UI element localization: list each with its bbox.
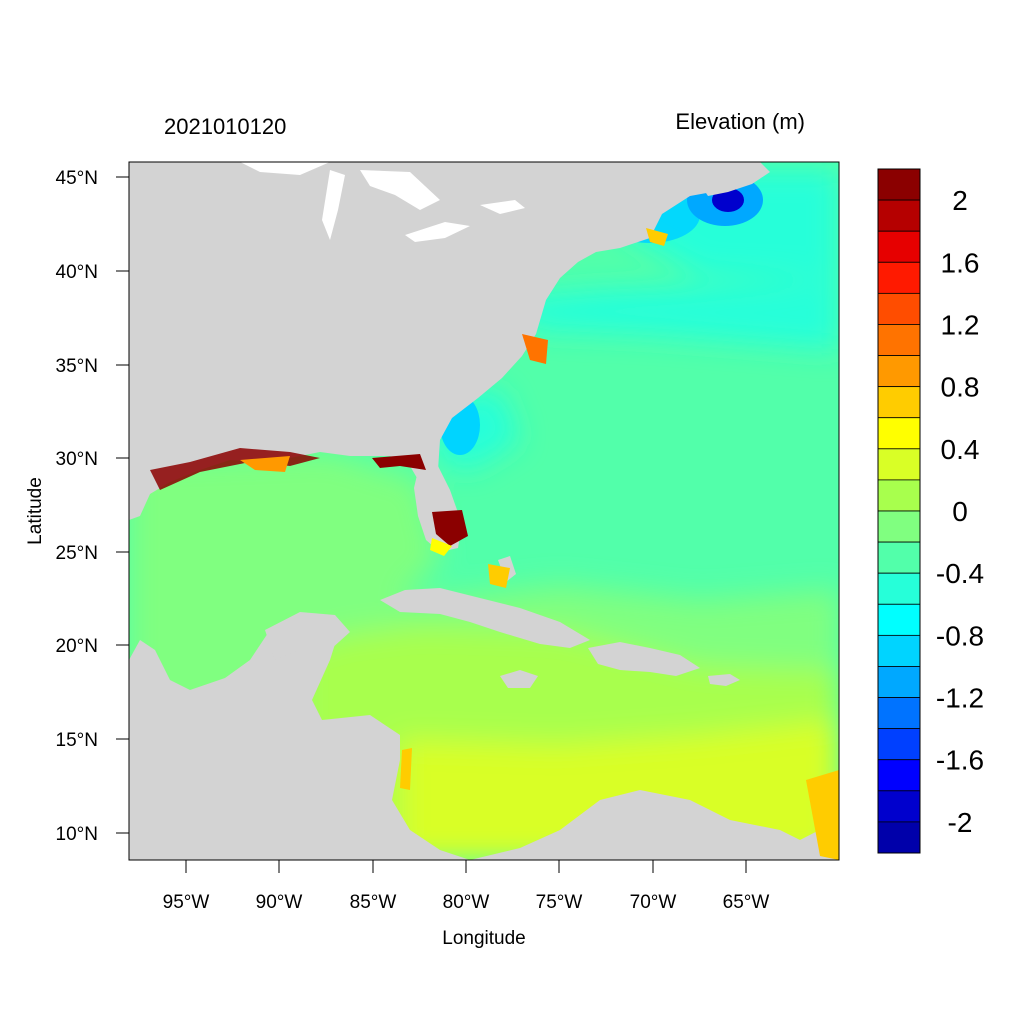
land-hispaniola	[588, 642, 700, 676]
low-water-core	[712, 188, 744, 212]
land-puerto-rico	[708, 674, 740, 686]
colorbar-outline	[877, 168, 921, 854]
lat-tick-label: 10°N	[56, 824, 98, 845]
lon-tick-label: 75°W	[536, 892, 583, 913]
colorbar-swatch	[877, 230, 921, 263]
lon-tick-label: 90°W	[256, 892, 303, 913]
colorbar-label: -0.8	[936, 620, 984, 651]
lake-michigan	[322, 170, 345, 240]
surge-cape-cod	[646, 228, 668, 246]
surge-big-bend	[372, 454, 426, 470]
colorbar-swatch	[877, 168, 921, 201]
land-central-america	[129, 618, 470, 860]
colorbar: 2 1.6 1.2 0.8 0.4 0 -0.4 -0.8 -1.2 -1.6 -2	[877, 168, 984, 854]
colorbar-swatch	[877, 697, 921, 730]
surge-north-carolina	[522, 334, 548, 364]
colorbar-swatch	[877, 728, 921, 761]
colorbar-swatch	[877, 572, 921, 605]
longitude-axis: 95°W 90°W 85°W 80°W 75°W 70°W 65°W	[163, 860, 770, 913]
colorbar-label: -2	[948, 807, 973, 838]
lat-tick-label: 45°N	[56, 168, 98, 189]
colorbar-swatch	[877, 261, 921, 294]
timestamp-title: 2021010120	[164, 114, 286, 139]
colorbar-label: 1.2	[941, 309, 980, 340]
surge-bahamas	[488, 564, 510, 588]
surge-louisiana	[240, 456, 290, 472]
lat-tick-label: 30°N	[56, 449, 98, 470]
lakes	[240, 162, 525, 242]
colorbar-swatch	[877, 479, 921, 512]
lon-tick-label: 65°W	[723, 892, 770, 913]
land-nova-scotia	[700, 162, 770, 196]
lat-tick-label: 40°N	[56, 262, 98, 283]
colorbar-swatch	[877, 510, 921, 543]
plot-frame	[128, 161, 840, 861]
land-cuba	[380, 588, 590, 648]
map-panel	[129, 162, 839, 860]
colorbar-label: 0	[952, 496, 968, 527]
colorbar-swatch	[877, 448, 921, 481]
lat-tick-label: 25°N	[56, 543, 98, 564]
latitude-axis: 45°N 40°N 35°N 30°N 25°N 20°N 15°N 10°N	[56, 168, 129, 845]
colorbar-swatch	[877, 603, 921, 636]
lat-tick-label: 20°N	[56, 636, 98, 657]
surge-florida-tip	[430, 538, 452, 556]
colorbar-swatch	[877, 666, 921, 698]
lon-tick-label: 80°W	[443, 892, 490, 913]
lon-tick-label: 95°W	[163, 892, 210, 913]
colorbar-swatch	[877, 634, 921, 667]
surge-honduras	[400, 748, 412, 790]
colorbar-label: 0.8	[941, 372, 980, 403]
lon-tick-label: 85°W	[350, 892, 397, 913]
lake-ontario	[480, 200, 525, 214]
lat-tick-label: 35°N	[56, 356, 98, 377]
colorbar-label: 0.4	[941, 434, 980, 465]
variable-title: Elevation (m)	[675, 109, 805, 134]
colorbar-swatch	[877, 790, 921, 823]
land-south-america	[470, 790, 839, 860]
colorbar-swatch	[877, 417, 921, 450]
colorbar-swatch	[877, 355, 921, 388]
lake-superior	[240, 162, 330, 175]
colorbar-label: 2	[952, 185, 968, 216]
lon-tick-label: 70°W	[630, 892, 677, 913]
colorbar-swatch	[877, 292, 921, 325]
colorbar-label: -1.6	[936, 745, 984, 776]
x-axis-label: Longitude	[442, 928, 525, 949]
colorbar-label: 1.6	[941, 247, 980, 278]
colorbar-swatch	[877, 324, 921, 356]
colorbar-swatch	[877, 199, 921, 232]
colorbar-label: -0.4	[936, 558, 984, 589]
colorbar-label: -1.2	[936, 683, 984, 714]
lat-tick-label: 15°N	[56, 730, 98, 751]
coastal-surge	[150, 228, 839, 860]
surge-southeast-caribbean	[806, 770, 839, 860]
land-north-america	[129, 162, 760, 520]
land-jamaica	[500, 670, 538, 688]
colorbar-swatch	[877, 759, 921, 792]
colorbar-swatch	[877, 821, 921, 854]
surge-south-florida	[432, 510, 468, 546]
y-axis-label: Latitude	[25, 477, 46, 545]
lake-huron	[360, 170, 440, 210]
colorbar-swatch	[877, 541, 921, 574]
lake-erie	[405, 222, 470, 242]
land-yucatan	[265, 612, 350, 660]
colorbar-swatch	[877, 386, 921, 419]
land	[129, 162, 839, 860]
